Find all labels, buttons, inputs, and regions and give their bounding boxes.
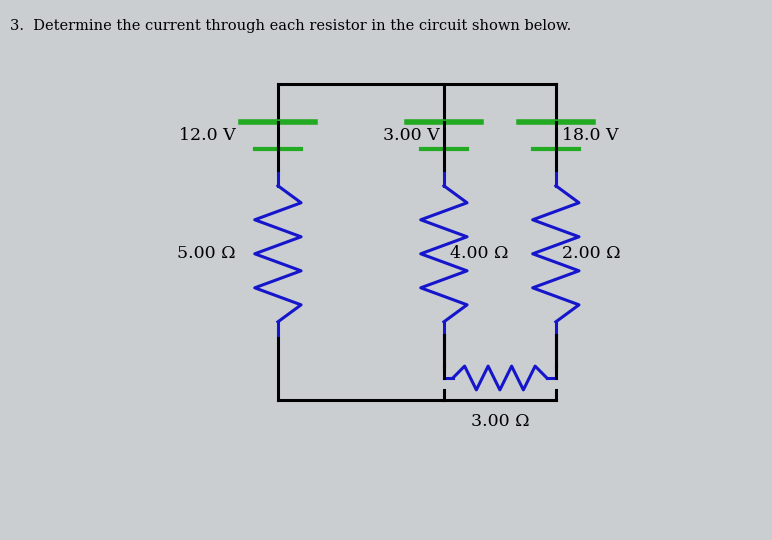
Text: 3.00 Ω: 3.00 Ω (471, 413, 529, 430)
Text: 12.0 V: 12.0 V (179, 126, 235, 144)
Text: 4.00 Ω: 4.00 Ω (450, 245, 509, 262)
Text: 2.00 Ω: 2.00 Ω (562, 245, 621, 262)
Text: 3.  Determine the current through each resistor in the circuit shown below.: 3. Determine the current through each re… (10, 19, 571, 33)
Text: 3.00 V: 3.00 V (384, 126, 440, 144)
Text: 18.0 V: 18.0 V (562, 126, 618, 144)
Text: 5.00 Ω: 5.00 Ω (177, 245, 235, 262)
